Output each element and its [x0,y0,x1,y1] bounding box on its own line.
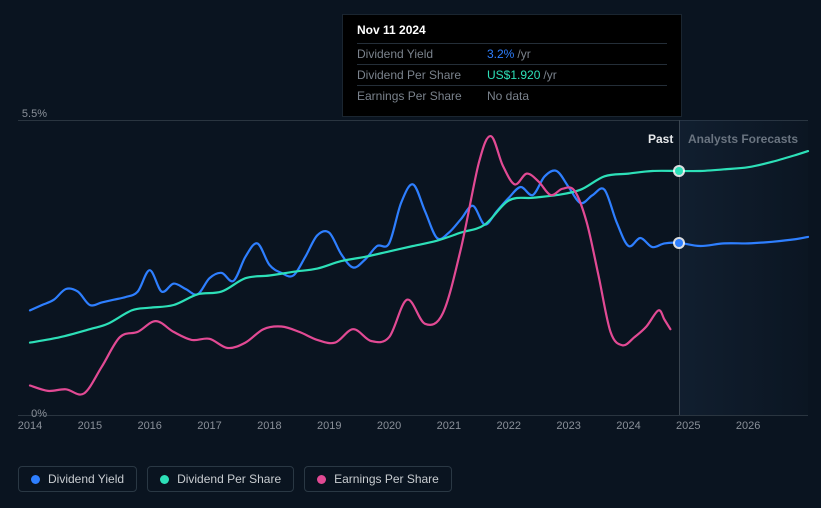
chart-tooltip: Nov 11 2024 Dividend Yield 3.2% /yr Divi… [342,14,682,117]
tooltip-row-dps: Dividend Per Share US$1.920 /yr [357,64,667,85]
legend-dot-icon [31,475,40,484]
chart-lines-svg [30,120,808,415]
tooltip-label: Dividend Per Share [357,68,487,82]
chart-plot-area[interactable] [30,120,808,415]
series-marker [675,239,683,247]
x-axis-tick: 2024 [616,420,640,432]
chart-baseline [18,415,808,416]
tooltip-date: Nov 11 2024 [357,23,667,43]
x-axis-tick: 2016 [137,420,161,432]
x-axis-tick: 2021 [437,420,461,432]
tooltip-unit: /yr [517,47,530,61]
x-axis-tick: 2018 [257,420,281,432]
x-axis-tick: 2017 [197,420,221,432]
x-axis-tick: 2014 [18,420,42,432]
x-axis-tick: 2023 [556,420,580,432]
legend-item-yield[interactable]: Dividend Yield [18,466,137,492]
legend-dot-icon [317,475,326,484]
tooltip-label: Earnings Per Share [357,89,487,103]
tooltip-row-yield: Dividend Yield 3.2% /yr [357,43,667,64]
x-axis-tick: 2022 [497,420,521,432]
x-axis-tick: 2026 [736,420,760,432]
legend-label: Earnings Per Share [334,472,439,486]
x-axis-tick: 2020 [377,420,401,432]
x-axis-tick: 2015 [78,420,102,432]
tooltip-unit: /yr [543,68,556,82]
legend-label: Dividend Per Share [177,472,281,486]
tooltip-value: No data [487,89,529,103]
legend-dot-icon [160,475,169,484]
legend-label: Dividend Yield [48,472,124,486]
x-axis: 2014201520162017201820192020202120222023… [30,420,810,440]
period-label-forecast: Analysts Forecasts [688,132,798,146]
y-axis-label-top: 5.5% [22,108,47,120]
tooltip-label: Dividend Yield [357,47,487,61]
series-marker [675,167,683,175]
tooltip-row-eps: Earnings Per Share No data [357,85,667,106]
legend-item-dps[interactable]: Dividend Per Share [147,466,294,492]
legend-item-eps[interactable]: Earnings Per Share [304,466,452,492]
chart-legend: Dividend Yield Dividend Per Share Earnin… [18,466,452,492]
tooltip-value: US$1.920 [487,68,540,82]
x-axis-tick: 2019 [317,420,341,432]
period-label-past: Past [648,132,673,146]
x-axis-tick: 2025 [676,420,700,432]
tooltip-value: 3.2% [487,47,514,61]
